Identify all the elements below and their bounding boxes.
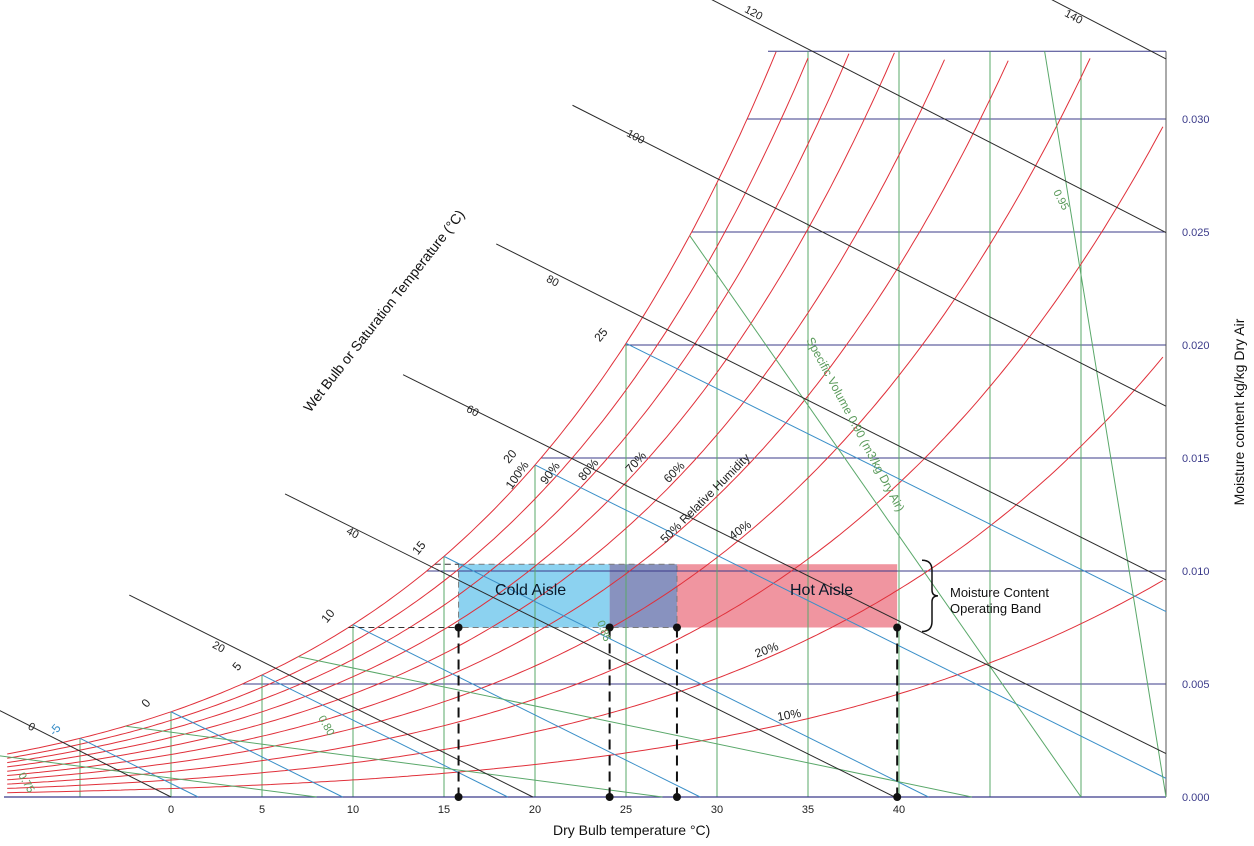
operating-band-label: Moisture Content Operating Band <box>950 585 1049 616</box>
y-tick-label: 0.005 <box>1182 679 1210 691</box>
x-tick-label: 30 <box>711 804 723 816</box>
wet-bulb-label: 25 <box>591 325 611 344</box>
enthalpy-line <box>711 0 1167 234</box>
marker-dot-bottom <box>893 793 902 801</box>
rh-curve <box>7 52 895 768</box>
cold-aisle-zone <box>458 564 610 628</box>
wet-bulb-line <box>625 342 1167 613</box>
rh-curve <box>7 356 1164 789</box>
x-tick-label: 10 <box>347 804 359 816</box>
rh-curve <box>7 51 777 755</box>
x-tick-label: 25 <box>620 804 632 816</box>
hot-aisle-label: Hot Aisle <box>790 582 854 599</box>
y-axis-label: Moisture content kg/kg Dry Air <box>1231 318 1247 506</box>
x-tick-label: 35 <box>802 804 814 816</box>
enthalpy-label: 60 <box>464 403 480 419</box>
x-tick-label: 40 <box>893 804 905 816</box>
rh-label: 20% <box>753 639 781 660</box>
cold-aisle-label: Cold Aisle <box>495 582 567 599</box>
specific-volume-line <box>298 656 972 798</box>
rh-curve <box>7 580 1164 794</box>
specific-volume-line <box>1044 51 1167 798</box>
enthalpy-label: 120 <box>742 4 764 23</box>
hot-aisle-zone <box>676 564 898 628</box>
enthalpy-line <box>0 710 172 798</box>
y-tick-label: 0.000 <box>1182 792 1210 804</box>
enthalpy-label: 140 <box>1062 8 1084 27</box>
enthalpy-line <box>1051 0 1167 60</box>
wet-bulb-label: 10 <box>318 606 338 625</box>
enthalpy-label: 80 <box>544 273 560 289</box>
rh-curve <box>7 126 1164 785</box>
rh-curve <box>7 57 809 759</box>
rh-label: 10% <box>776 706 802 724</box>
enthalpy-label: 100 <box>624 128 646 147</box>
marker-dot-top <box>605 623 614 632</box>
y-tick-label: 0.020 <box>1182 340 1210 352</box>
operating-band-brace <box>921 559 939 633</box>
marker-dot-bottom <box>672 793 681 801</box>
y-tick-label: 0.030 <box>1182 114 1210 126</box>
enthalpy-line <box>496 243 1167 581</box>
y-tick-label: 0.025 <box>1182 227 1210 239</box>
wet-bulb-line <box>352 624 701 798</box>
enthalpy-line <box>284 493 895 798</box>
y-tick-label: 0.015 <box>1182 453 1210 465</box>
x-axis-label: Dry Bulb temperature °C) <box>553 822 711 838</box>
marker-dot-top <box>672 623 681 632</box>
x-tick-label: 15 <box>438 804 450 816</box>
relative-humidity-curves <box>7 51 1164 794</box>
enthalpy-line <box>129 594 534 798</box>
overlap-zone <box>609 564 677 628</box>
marker-dot-bottom <box>605 793 614 801</box>
rh-curve <box>7 60 1009 776</box>
x-tick-label: 0 <box>168 804 174 816</box>
wet-bulb-line <box>170 711 343 798</box>
marker-dot-top <box>893 623 902 632</box>
enthalpy-label: 20 <box>210 639 226 655</box>
specific-volume-label: Specific Volume 0.90 (m3/kg Dry Air) <box>803 335 907 514</box>
enthalpy-label: 40 <box>344 525 360 541</box>
specific-volume-label: 0.75 <box>15 771 36 796</box>
rh-curve <box>7 59 945 772</box>
marker-dot-bottom <box>454 793 463 801</box>
specific-volume-lines <box>0 51 1167 798</box>
rh-curve <box>7 53 850 764</box>
wet-bulb-line <box>534 464 1167 779</box>
wet-bulb-line <box>261 674 508 798</box>
wet-bulb-line <box>443 555 929 798</box>
markers-layer <box>348 559 939 801</box>
rh-label: 70% <box>623 448 650 475</box>
enthalpy-line <box>402 374 1167 755</box>
enthalpy-lines <box>0 0 1167 798</box>
specific-volume-line <box>689 235 1082 798</box>
x-tick-label: 20 <box>529 804 541 816</box>
specific-volume-line <box>0 755 317 798</box>
specific-volume-line <box>125 725 663 798</box>
wet-bulb-label: 15 <box>409 538 429 557</box>
zones-layer <box>458 563 898 628</box>
x-tick-label: 5 <box>259 804 265 816</box>
wet-bulb-label: 0 <box>138 696 153 710</box>
enthalpy-label: 0 <box>26 721 37 734</box>
rh-label: 60% <box>661 458 688 485</box>
y-tick-label: 0.010 <box>1182 566 1210 578</box>
wet-bulb-line <box>79 737 199 798</box>
rh-curve <box>7 58 1091 781</box>
zone-dashed-outline <box>458 563 678 628</box>
wet-bulb-label: 5 <box>229 659 244 673</box>
wet-bulb-lines <box>79 342 1167 798</box>
enthalpy-line <box>572 104 1167 407</box>
grid-layer <box>4 50 1167 798</box>
